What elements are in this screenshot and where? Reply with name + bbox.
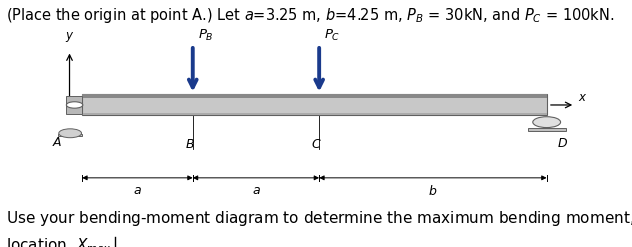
Circle shape [59,129,82,138]
Text: location, $X_\mathsf{max}$.: location, $X_\mathsf{max}$. [6,236,116,247]
Bar [528,128,566,131]
Text: $P_C$: $P_C$ [324,27,341,43]
Bar [58,134,82,137]
Text: $a$: $a$ [133,184,142,197]
Text: Use your bending-moment diagram to determine the maximum bending moment, $M_\mat: Use your bending-moment diagram to deter… [6,209,632,228]
Text: $x$: $x$ [578,91,588,104]
Text: $A$: $A$ [52,136,62,148]
Bar [82,95,547,116]
Text: $P_B$: $P_B$ [198,27,214,43]
Text: $B$: $B$ [185,138,195,151]
Text: $D$: $D$ [557,137,568,150]
Text: $C$: $C$ [311,138,321,151]
Circle shape [533,117,561,128]
Bar [82,113,547,116]
Text: (Place the origin at point A.) Let $a$=3.25 m, $b$=4.25 m, $P_B$ = 30kN, and $P_: (Place the origin at point A.) Let $a$=3… [6,6,615,25]
Bar [66,96,82,114]
Text: $a$: $a$ [252,184,260,197]
Text: $b$: $b$ [428,184,437,198]
Circle shape [66,102,83,108]
Bar [82,95,547,98]
Text: $y$: $y$ [65,30,74,44]
